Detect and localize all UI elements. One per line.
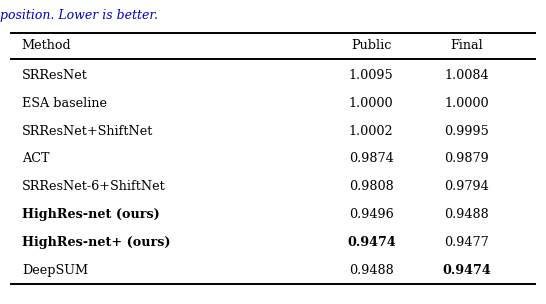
Text: HighRes-net+ (ours): HighRes-net+ (ours) bbox=[22, 237, 170, 249]
Text: 0.9474: 0.9474 bbox=[347, 237, 396, 249]
Text: 0.9496: 0.9496 bbox=[349, 209, 394, 221]
Text: SRResNet-6+ShiftNet: SRResNet-6+ShiftNet bbox=[22, 181, 165, 193]
Text: Public: Public bbox=[351, 39, 391, 52]
Text: ACT: ACT bbox=[22, 153, 49, 165]
Text: 0.9488: 0.9488 bbox=[444, 209, 489, 221]
Text: 0.9808: 0.9808 bbox=[349, 181, 394, 193]
Text: 1.0000: 1.0000 bbox=[349, 97, 394, 109]
Text: 0.9477: 0.9477 bbox=[444, 237, 489, 249]
Text: Final: Final bbox=[450, 39, 483, 52]
Text: 1.0000: 1.0000 bbox=[444, 97, 489, 109]
Text: 0.9488: 0.9488 bbox=[349, 264, 394, 277]
Text: ESA baseline: ESA baseline bbox=[22, 97, 107, 109]
Text: DeepSUM: DeepSUM bbox=[22, 264, 88, 277]
Text: 0.9874: 0.9874 bbox=[349, 153, 394, 165]
Text: HighRes-net (ours): HighRes-net (ours) bbox=[22, 209, 159, 221]
Text: 1.0002: 1.0002 bbox=[349, 125, 394, 137]
Text: 0.9794: 0.9794 bbox=[444, 181, 489, 193]
Text: 1.0084: 1.0084 bbox=[444, 69, 489, 81]
Text: 0.9995: 0.9995 bbox=[444, 125, 489, 137]
Text: SRResNet+ShiftNet: SRResNet+ShiftNet bbox=[22, 125, 153, 137]
Text: SRResNet: SRResNet bbox=[22, 69, 88, 81]
Text: Method: Method bbox=[22, 39, 72, 52]
Text: position. Lower is better.: position. Lower is better. bbox=[0, 9, 158, 22]
Text: 0.9474: 0.9474 bbox=[442, 264, 491, 277]
Text: 1.0095: 1.0095 bbox=[349, 69, 394, 81]
Text: 0.9879: 0.9879 bbox=[444, 153, 489, 165]
